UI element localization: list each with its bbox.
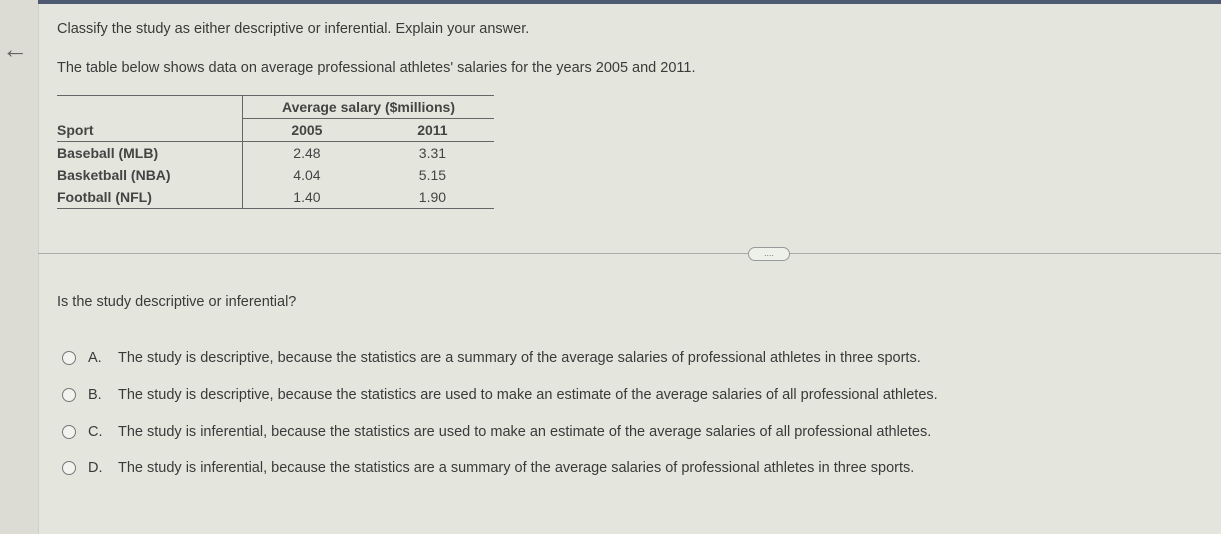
value-cell: 1.90	[418, 189, 447, 205]
instruction-text: Classify the study as either descriptive…	[57, 21, 530, 37]
salary-table: Average salary ($millions) Sport 2005 20…	[57, 95, 494, 209]
option-letter: D.	[88, 460, 103, 476]
sport-header: Sport	[57, 121, 94, 138]
option-a[interactable]: A. The study is descriptive, because the…	[62, 348, 921, 368]
sport-cell: Basketball (NBA)	[57, 167, 171, 183]
expand-more-button[interactable]: ....	[748, 247, 790, 261]
table-row: Basketball (NBA) 4.04 5.15	[57, 164, 494, 186]
group-header: Average salary ($millions)	[242, 95, 494, 119]
radio-button[interactable]	[62, 461, 76, 475]
value-cell: 5.15	[418, 167, 447, 183]
value-cell: 4.04	[241, 164, 371, 186]
option-letter: A.	[88, 350, 102, 366]
value-cell: 3.31	[418, 145, 447, 161]
option-b[interactable]: B. The study is descriptive, because the…	[62, 385, 938, 405]
radio-button[interactable]	[62, 425, 76, 439]
table-row: Baseball (MLB) 2.48 3.31	[57, 141, 494, 164]
sport-cell: Baseball (MLB)	[57, 145, 159, 161]
intro-text: The table below shows data on average pr…	[57, 60, 696, 76]
value-cell: 2.48	[241, 141, 371, 164]
value-cell: 1.40	[241, 186, 371, 209]
option-letter: C.	[88, 424, 103, 440]
option-text: The study is inferential, because the st…	[118, 424, 932, 440]
option-letter: B.	[88, 387, 102, 403]
option-c[interactable]: C. The study is inferential, because the…	[62, 422, 931, 442]
option-text: The study is descriptive, because the st…	[118, 350, 921, 366]
back-arrow-icon[interactable]: ←	[2, 34, 28, 64]
top-bar	[38, 0, 1221, 4]
option-text: The study is descriptive, because the st…	[118, 387, 938, 403]
question-text: Is the study descriptive or inferential?	[57, 294, 297, 310]
radio-button[interactable]	[62, 388, 76, 402]
left-panel	[0, 0, 39, 534]
sport-cell: Football (NFL)	[57, 189, 152, 205]
option-d[interactable]: D. The study is inferential, because the…	[62, 458, 914, 478]
year-header: 2011	[417, 122, 448, 138]
table-row: Football (NFL) 1.40 1.90	[57, 186, 494, 209]
year-header: 2005	[241, 118, 371, 142]
divider	[38, 253, 1221, 254]
option-text: The study is inferential, because the st…	[118, 460, 915, 476]
radio-button[interactable]	[62, 351, 76, 365]
